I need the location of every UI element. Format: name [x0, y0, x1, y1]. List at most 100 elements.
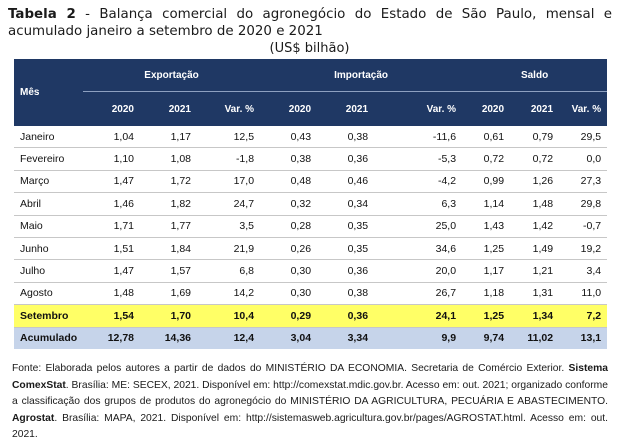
- table-cell: 0,36: [317, 259, 375, 283]
- table-row: Junho 1,51 1,84 21,9 0,26 0,35 34,6 1,25 1,49 19,…: [14, 237, 608, 261]
- table-cell: 0,29: [260, 304, 318, 328]
- table-cell: -4,2: [374, 170, 463, 194]
- table-cell: 1,21: [510, 259, 560, 283]
- header-group-export: Exportação: [83, 59, 261, 92]
- table-cell: 0,30: [260, 282, 318, 306]
- table-cell: 1,47: [83, 259, 140, 283]
- footnote-text: . Brasília: ME: SECEX, 2021. Disponível …: [12, 379, 608, 408]
- table-cell: 0,38: [260, 147, 318, 171]
- table-cell: -0,7: [559, 215, 608, 238]
- table-row: Março 1,47 1,72 17,0 0,48 0,46 -4,2 0,99 1,26 27,…: [14, 170, 608, 194]
- table-cell: 26,7: [374, 282, 463, 306]
- table-cell: 0,36: [317, 304, 375, 328]
- table-cell: 24,1: [374, 304, 463, 328]
- table-cell: 1,25: [462, 304, 511, 328]
- table-cell: 7,2: [559, 304, 608, 328]
- row-month: Julho: [14, 259, 83, 283]
- header-row-groups: Mês Exportação Importação Saldo: [14, 59, 608, 126]
- table-title-text: - Balança comercial do agronegócio do Es…: [8, 7, 613, 39]
- table-cell: 6,8: [197, 259, 261, 283]
- table-cell: 11,0: [559, 282, 608, 306]
- row-month: Agosto: [14, 282, 83, 306]
- table-cell: 1,14: [462, 192, 511, 216]
- table-cell: 1,17: [462, 259, 511, 283]
- table-cell: 1,57: [140, 259, 197, 283]
- table-row: Janeiro 1,04 1,17 12,5 0,43 0,38 -11,6 0,61 0,79…: [14, 126, 608, 149]
- table-cell: 0,30: [260, 259, 318, 283]
- table-cell: 17,0: [197, 170, 261, 194]
- table-cell: 1,34: [510, 304, 560, 328]
- footnote-text: . Brasília: MAPA, 2021. Disponível em: h…: [12, 412, 608, 441]
- table-title-label: Tabela 2: [8, 7, 76, 22]
- table-cell: 0,72: [510, 147, 560, 171]
- table-cell: 9,74: [462, 327, 511, 349]
- table-cell: 0,26: [260, 237, 318, 261]
- table-cell: 14,36: [140, 327, 197, 349]
- table-cell: 29,8: [559, 192, 608, 216]
- header-subcol: Var. %: [559, 91, 608, 126]
- header-subcol: 2021: [510, 91, 560, 126]
- table-cell: 1,69: [140, 282, 197, 306]
- table-row: Agosto 1,48 1,69 14,2 0,30 0,38 26,7 1,18 1,31 11…: [14, 282, 608, 306]
- table-cell: 25,0: [374, 215, 463, 238]
- table-cell: -1,8: [197, 147, 261, 171]
- header-subcol: 2021: [140, 91, 197, 126]
- table-cell: 3,4: [559, 259, 608, 283]
- header-row-subcols: 2020 2021 Var. % 2020 2021 Var. % 2020 2…: [14, 91, 608, 126]
- table-cell: 0,35: [317, 237, 375, 261]
- row-month: Janeiro: [14, 126, 83, 149]
- table-cell: 1,84: [140, 237, 197, 261]
- table-cell: 19,2: [559, 237, 608, 261]
- table-cell: -5,3: [374, 147, 463, 171]
- row-month: Março: [14, 170, 83, 194]
- unit-caption: (US$ bilhão): [269, 41, 350, 56]
- header-month: Mês: [14, 59, 83, 126]
- footnote-bold: Agrostat: [12, 412, 55, 424]
- table-cell: 11,02: [510, 327, 560, 349]
- table-cell: 1,18: [462, 282, 511, 306]
- header-subcol: 2020: [260, 91, 318, 126]
- table-cell: 0,32: [260, 192, 318, 216]
- header-group-import: Importação: [260, 59, 463, 92]
- footnote-text: Fonte: Elaborada pelos autores a partir …: [12, 363, 569, 374]
- table-cell: 1,42: [510, 215, 560, 238]
- table-cell: 0,72: [462, 147, 511, 171]
- table-cell: 1,31: [510, 282, 560, 306]
- table-cell: 14,2: [197, 282, 261, 306]
- row-month: Maio: [14, 215, 83, 238]
- table-cell: 10,4: [197, 304, 261, 328]
- table-cell: 0,0: [559, 147, 608, 171]
- table-cell: 1,70: [140, 304, 197, 328]
- table-cell: 0,35: [317, 215, 375, 238]
- table-cell: 1,43: [462, 215, 511, 238]
- table-cell: 1,47: [83, 170, 140, 194]
- table-cell: 13,1: [559, 327, 608, 349]
- table-cell: 3,04: [260, 327, 318, 349]
- table-cell: 1,46: [83, 192, 140, 216]
- table-row: Maio 1,71 1,77 3,5 0,28 0,35 25,0 1,43 1,42 -0,7: [14, 215, 608, 238]
- table-cell: 0,79: [510, 126, 560, 149]
- table-cell: 12,78: [83, 327, 140, 349]
- table-cell: 1,08: [140, 147, 197, 171]
- row-month: Fevereiro: [14, 147, 83, 171]
- table-cell: 12,4: [197, 327, 261, 349]
- table-cell: 1,72: [140, 170, 197, 194]
- table-cell: 0,34: [317, 192, 375, 216]
- table-cell: 0,43: [260, 126, 318, 149]
- table-cell: 6,3: [374, 192, 463, 216]
- table-cell: 0,46: [317, 170, 375, 194]
- table-cell: 0,99: [462, 170, 511, 194]
- table-cell: 1,82: [140, 192, 197, 216]
- row-setembro: Setembro 1,54 1,70 10,4 0,29 0,36 24,1 1…: [14, 304, 608, 328]
- table-cell: 1,26: [510, 170, 560, 194]
- table-cell: 20,0: [374, 259, 463, 283]
- table-cell: 27,3: [559, 170, 608, 194]
- table-cell: 34,6: [374, 237, 463, 261]
- table-cell: 1,25: [462, 237, 511, 261]
- table-cell: 1,77: [140, 215, 197, 238]
- footnote-bold: Sistema ComexStat: [12, 363, 608, 391]
- header-subcol: Var. %: [197, 91, 261, 126]
- table-cell: 0,61: [462, 126, 511, 149]
- table-cell: 1,48: [83, 282, 140, 306]
- table-cell: 29,5: [559, 126, 608, 149]
